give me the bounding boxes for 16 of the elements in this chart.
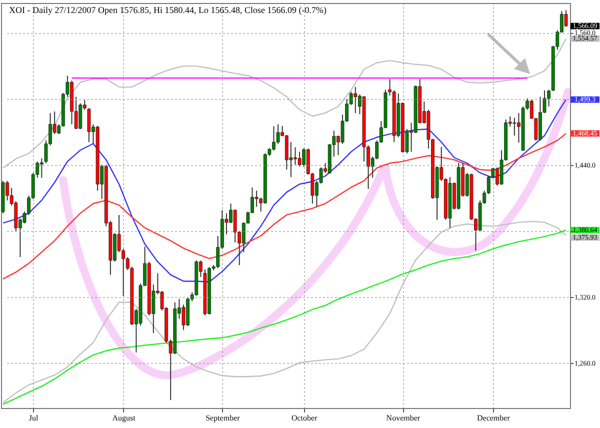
- candlestick: [354, 86, 358, 114]
- line-series: [2, 132, 567, 280]
- x-tick-label: September: [206, 414, 240, 422]
- x-tick-label: August: [112, 414, 136, 422]
- line-series: [2, 38, 567, 169]
- x-tick-label: Jul: [28, 414, 40, 422]
- x-tick-label: November: [386, 414, 420, 422]
- x-tick-label: October: [291, 414, 318, 422]
- line-series: [2, 98, 567, 282]
- candlestick: [512, 117, 516, 136]
- x-tick-label: December: [477, 414, 510, 422]
- candlestick: [40, 158, 44, 178]
- candlestick: [233, 208, 237, 243]
- candlestick: [87, 108, 91, 143]
- chart-title: XOI - Daily 27/12/2007 Open 1576.85, Hi 1580.44, Lo 1565.48, Close 1566.09 (-0.7%): [9, 5, 326, 15]
- candlestick: [298, 151, 302, 167]
